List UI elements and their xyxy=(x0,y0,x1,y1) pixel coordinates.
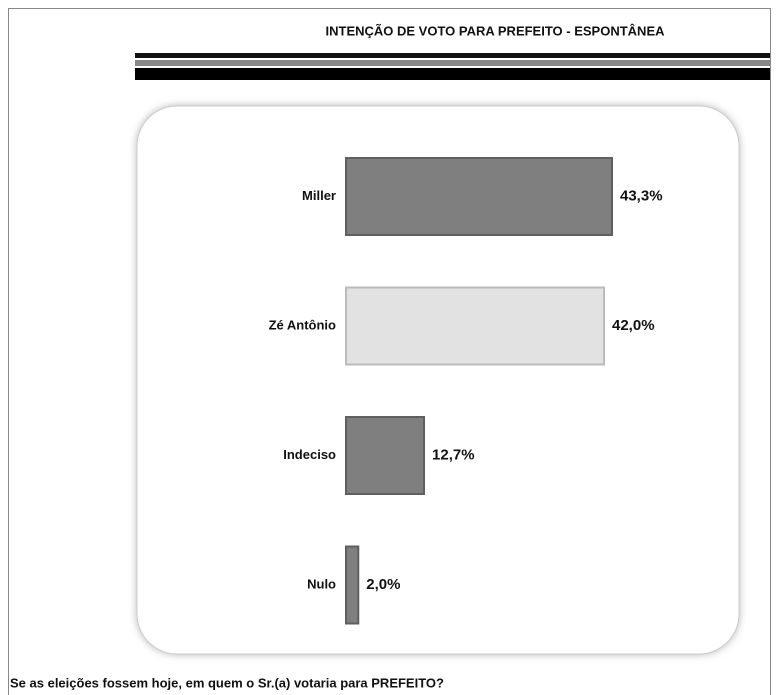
caption: Se as eleições fossem hoje, em quem o Sr… xyxy=(10,675,444,690)
value-label: 12,7% xyxy=(432,446,475,463)
rule xyxy=(135,53,770,58)
rule xyxy=(135,68,770,80)
value-label: 42,0% xyxy=(612,317,655,334)
category-label: Zé Antônio xyxy=(269,317,336,332)
category-label: Nulo xyxy=(307,576,336,591)
value-label: 43,3% xyxy=(620,187,663,204)
panel xyxy=(136,105,740,655)
bar xyxy=(345,416,426,495)
bar xyxy=(345,286,606,366)
bar xyxy=(345,545,360,625)
value-label: 2,0% xyxy=(366,576,400,593)
chart-title: INTENÇÃO DE VOTO PARA PREFEITO - ESPONTÂ… xyxy=(326,23,666,38)
category-label: Miller xyxy=(302,188,336,203)
category-label: Indeciso xyxy=(283,447,336,462)
rule xyxy=(135,60,770,66)
bar xyxy=(345,157,613,236)
